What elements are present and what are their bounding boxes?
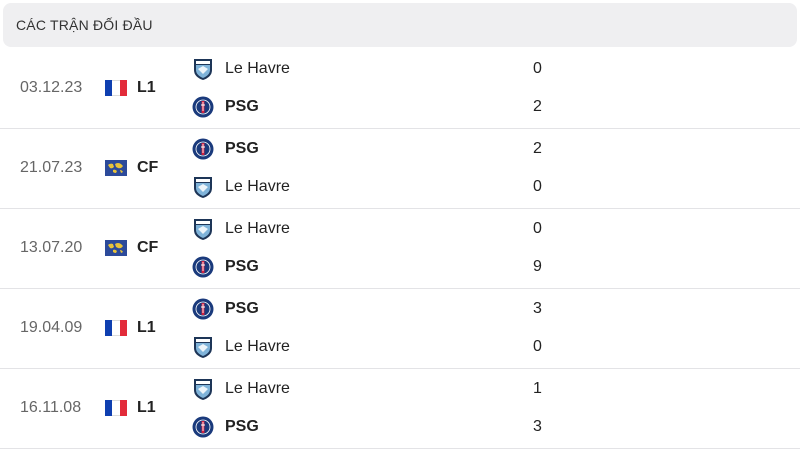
team-name: Le Havre [225,220,290,237]
competition-label: L1 [137,79,156,96]
competition-label: CF [137,159,159,176]
team-score: 3 [533,300,542,317]
psg-logo-icon [192,255,214,279]
home-team[interactable]: Le Havre 0 [192,55,552,83]
match-list: 03.12.23 L1 Le Havre 0 PSG 2 21.07.23 CF… [0,49,800,449]
away-team[interactable]: Le Havre 0 [192,333,552,361]
le-havre-logo-icon [192,377,214,401]
home-team[interactable]: Le Havre 1 [192,375,552,403]
world-flag-icon [105,240,127,256]
match-date: 21.07.23 [20,159,83,176]
competition-label: CF [137,239,159,256]
match-row[interactable]: 03.12.23 L1 Le Havre 0 PSG 2 [0,49,800,129]
team-score: 0 [533,338,542,355]
team-name: PSG [225,418,259,435]
team-score: 0 [533,178,542,195]
away-team[interactable]: PSG 3 [192,413,552,441]
psg-logo-icon [192,297,214,321]
france-flag-icon [105,80,127,96]
team-score: 9 [533,258,542,275]
world-flag-icon [105,160,127,176]
team-score: 2 [533,98,542,115]
team-score: 0 [533,220,542,237]
le-havre-logo-icon [192,57,214,81]
match-row[interactable]: 16.11.08 L1 Le Havre 1 PSG 3 [0,369,800,449]
match-date: 03.12.23 [20,79,83,96]
team-name: PSG [225,300,259,317]
home-team[interactable]: Le Havre 0 [192,215,552,243]
head-to-head-header: CÁC TRẬN ĐỐI ĐẦU [3,3,797,47]
psg-logo-icon [192,415,214,439]
section-title: CÁC TRẬN ĐỐI ĐẦU [16,17,153,33]
france-flag-icon [105,320,127,336]
team-name: Le Havre [225,178,290,195]
team-name: PSG [225,98,259,115]
france-flag-icon [105,400,127,416]
match-row[interactable]: 13.07.20 CF Le Havre 0 PSG 9 [0,209,800,289]
match-row[interactable]: 21.07.23 CF PSG 2 Le Havre 0 [0,129,800,209]
team-name: PSG [225,258,259,275]
competition-label: L1 [137,319,156,336]
team-name: PSG [225,140,259,157]
away-team[interactable]: PSG 9 [192,253,552,281]
team-score: 1 [533,380,542,397]
psg-logo-icon [192,137,214,161]
team-name: Le Havre [225,60,290,77]
home-team[interactable]: PSG 3 [192,295,552,323]
home-team[interactable]: PSG 2 [192,135,552,163]
match-date: 19.04.09 [20,319,83,336]
team-name: Le Havre [225,338,290,355]
le-havre-logo-icon [192,335,214,359]
away-team[interactable]: Le Havre 0 [192,173,552,201]
match-row[interactable]: 19.04.09 L1 PSG 3 Le Havre 0 [0,289,800,369]
le-havre-logo-icon [192,175,214,199]
team-score: 2 [533,140,542,157]
le-havre-logo-icon [192,217,214,241]
match-date: 13.07.20 [20,239,83,256]
psg-logo-icon [192,95,214,119]
team-name: Le Havre [225,380,290,397]
team-score: 3 [533,418,542,435]
away-team[interactable]: PSG 2 [192,93,552,121]
match-date: 16.11.08 [20,399,82,416]
team-score: 0 [533,60,542,77]
competition-label: L1 [137,399,156,416]
